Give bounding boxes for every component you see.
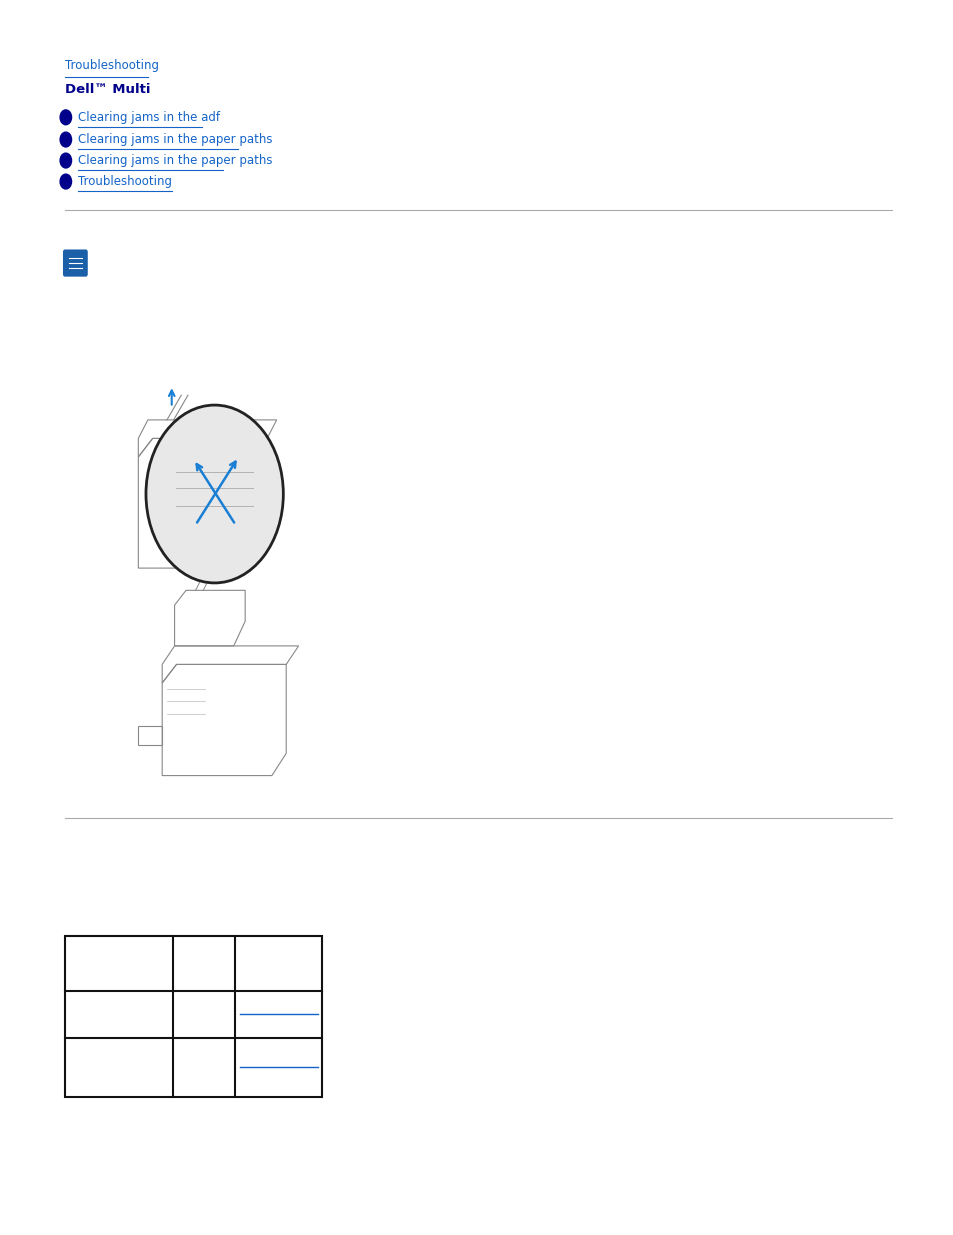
Circle shape xyxy=(146,405,283,583)
Bar xyxy=(65,936,322,1097)
Text: Troubleshooting: Troubleshooting xyxy=(78,174,172,188)
Text: Dell™ Multi: Dell™ Multi xyxy=(65,83,151,96)
Circle shape xyxy=(60,132,71,147)
Text: Clearing jams in the paper paths: Clearing jams in the paper paths xyxy=(78,132,273,146)
Text: Clearing jams in the adf: Clearing jams in the adf xyxy=(78,110,220,124)
Circle shape xyxy=(60,110,71,125)
FancyBboxPatch shape xyxy=(63,249,88,277)
Circle shape xyxy=(60,153,71,168)
Text: Troubleshooting: Troubleshooting xyxy=(65,58,159,72)
Circle shape xyxy=(60,174,71,189)
Text: Clearing jams in the paper paths: Clearing jams in the paper paths xyxy=(78,153,273,167)
